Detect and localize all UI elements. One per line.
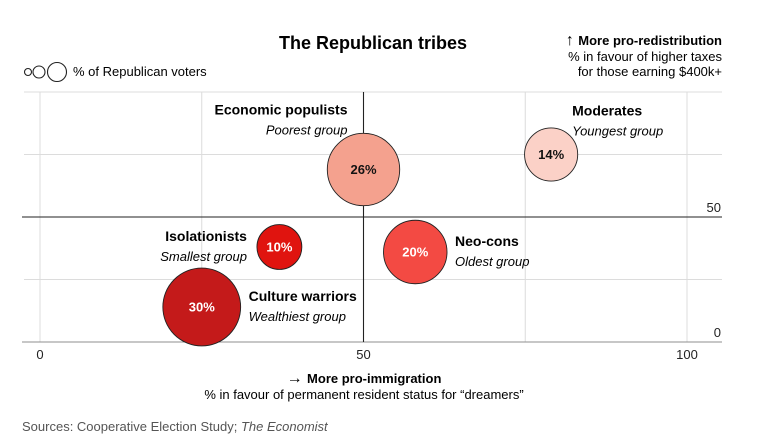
group-note-label: Youngest group	[572, 124, 663, 139]
group-name-label: Isolationists	[165, 228, 247, 244]
up-arrow-icon: ↑	[566, 32, 578, 49]
y-axis-title-block: ↑ More pro-redistribution % in favour of…	[566, 32, 723, 79]
x-tick-label: 50	[356, 347, 370, 362]
bubble	[383, 219, 448, 285]
group-note-label: Smallest group	[160, 249, 247, 264]
x-tick-label: 0	[36, 347, 43, 362]
axes: 0 50 100 0 50	[22, 92, 722, 362]
x-axis-title: → More pro-immigration	[287, 370, 442, 387]
bubble-labels: Economic populists Poorest group Moderates…	[160, 102, 663, 325]
bubble-value-label: 20%	[402, 245, 428, 260]
group-name-label: Economic populists	[214, 102, 347, 118]
source-prefix: Sources: Cooperative Election Study;	[22, 419, 241, 434]
legend-circle-medium	[32, 65, 46, 79]
bubble	[162, 267, 242, 347]
legend-circle-small	[23, 67, 33, 77]
chart-title: The Republican tribes	[279, 33, 467, 53]
size-legend-label: % of Republican voters	[73, 64, 207, 79]
bubble	[256, 224, 303, 270]
bubble-value-label: 14%	[538, 147, 564, 162]
bubble	[326, 132, 401, 207]
source-note: Sources: Cooperative Election Study; The…	[22, 419, 329, 434]
y-tick-label: 50	[707, 200, 721, 215]
group-note-label: Wealthiest group	[249, 309, 346, 324]
legend-circle-large	[46, 61, 68, 83]
bubble-value-label: 30%	[189, 300, 215, 315]
y-axis-title-text: More pro-redistribution	[578, 33, 722, 48]
size-legend: % of Republican voters	[23, 61, 207, 83]
x-tick-label: 100	[676, 347, 698, 362]
y-axis-title: ↑ More pro-redistribution	[566, 32, 722, 49]
y-tick-label: 0	[714, 325, 721, 340]
bubble-value-label: 26%	[350, 162, 376, 177]
right-arrow-icon: →	[287, 370, 307, 387]
x-axis-title-block: → More pro-immigration % in favour of pe…	[204, 370, 523, 402]
bubble-value-label: 10%	[266, 240, 292, 255]
y-axis-subtitle-line-1: % in favour of higher taxes	[568, 49, 722, 64]
y-axis-subtitle-line-2: for those earning $400k+	[578, 64, 722, 79]
group-name-label: Neo-cons	[455, 233, 519, 249]
bubble	[524, 127, 579, 182]
x-axis-title-text: More pro-immigration	[307, 371, 441, 386]
group-name-label: Moderates	[572, 103, 642, 119]
group-note-label: Oldest group	[455, 254, 529, 269]
group-name-label: Culture warriors	[249, 288, 357, 304]
source-publication: The Economist	[241, 419, 329, 434]
x-axis-subtitle: % in favour of permanent resident status…	[204, 387, 523, 402]
bubbles: 26% 14% 10% 20% 30%	[162, 127, 579, 347]
group-note-label: Poorest group	[266, 123, 348, 138]
